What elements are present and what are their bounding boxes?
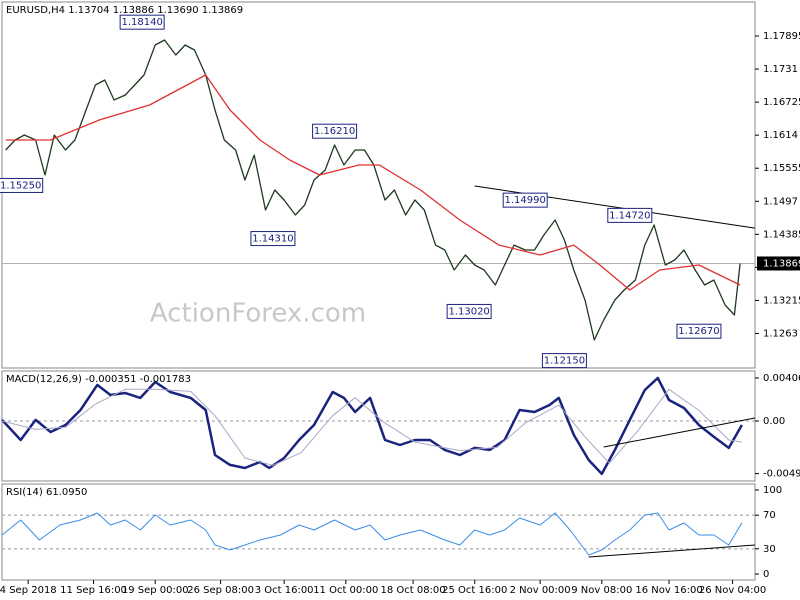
x-tick-label: 16 Nov 16:00 bbox=[635, 585, 702, 596]
y-tick-label: 0.00 bbox=[763, 416, 785, 427]
panel-title: EURUSD,H4 1.13704 1.13886 1.13690 1.1386… bbox=[6, 5, 243, 16]
annotation: 1.12150 bbox=[541, 353, 587, 369]
x-tick-label: 18 Oct 08:00 bbox=[380, 585, 445, 596]
y-tick-label: 1.14385 bbox=[763, 229, 800, 240]
x-tick-label: 4 Sep 2018 bbox=[0, 585, 57, 596]
trendline bbox=[588, 544, 756, 558]
last-price-label: 1.13869 bbox=[763, 258, 800, 269]
panel-frame bbox=[1, 370, 756, 482]
annotation: 1.14720 bbox=[607, 207, 653, 223]
annotation: 1.15250 bbox=[0, 177, 44, 193]
series-line bbox=[1, 388, 742, 466]
x-tick-label: 19 Sep 00:00 bbox=[122, 585, 189, 596]
annotation: 1.14310 bbox=[250, 231, 296, 247]
y-tick-label: 1.1614 bbox=[763, 130, 798, 141]
annotation-box bbox=[607, 207, 653, 223]
y-tick-label: 1.17895 bbox=[763, 31, 800, 42]
annotation-label: 1.13020 bbox=[448, 306, 489, 317]
annotation-box bbox=[541, 353, 587, 369]
annotation-label: 1.14720 bbox=[609, 210, 650, 221]
annotation: 1.13020 bbox=[446, 303, 492, 319]
last-price-box bbox=[757, 256, 800, 271]
series-line bbox=[1, 376, 743, 476]
annotation-box bbox=[446, 303, 492, 319]
series-line bbox=[5, 74, 741, 291]
y-tick-label: 0 bbox=[763, 569, 769, 580]
y-tick-label: 1.13215 bbox=[763, 295, 800, 306]
y-tick-label: 0.004069 bbox=[763, 373, 800, 384]
annotation-box bbox=[312, 123, 358, 139]
x-tick-label: 11 Oct 00:00 bbox=[313, 585, 378, 596]
annotation-box bbox=[502, 192, 548, 208]
y-tick-label: 30 bbox=[763, 544, 776, 555]
annotation-box bbox=[250, 231, 296, 247]
annotation-label: 1.12670 bbox=[678, 326, 719, 337]
annotation-box bbox=[676, 323, 722, 339]
y-tick-label: -0.004981 bbox=[763, 469, 800, 480]
x-tick-label: 26 Nov 04:00 bbox=[699, 585, 766, 596]
annotation-label: 1.12150 bbox=[544, 356, 585, 367]
y-tick-label: 70 bbox=[763, 510, 776, 521]
x-tick-label: 25 Oct 16:00 bbox=[442, 585, 507, 596]
x-tick-label: 2 Nov 00:00 bbox=[510, 585, 571, 596]
annotation: 1.14990 bbox=[502, 192, 548, 208]
y-tick-label: 1.15555 bbox=[763, 163, 800, 174]
series-line bbox=[1, 512, 743, 556]
y-tick-label: 1.1263 bbox=[763, 328, 798, 339]
y-tick-label: 1.16725 bbox=[763, 97, 800, 108]
x-tick-label: 9 Nov 08:00 bbox=[571, 585, 632, 596]
annotation-box bbox=[119, 14, 165, 30]
panel-title: RSI(14) 61.0950 bbox=[6, 487, 87, 498]
annotation: 1.16210 bbox=[312, 123, 358, 139]
trendline bbox=[603, 417, 756, 448]
annotation-label: 1.16210 bbox=[314, 126, 355, 137]
annotation-label: 1.15250 bbox=[0, 180, 41, 191]
annotation-label: 1.14990 bbox=[504, 195, 545, 206]
y-tick-label: 100 bbox=[763, 485, 782, 496]
annotation-label: 1.14310 bbox=[252, 234, 293, 245]
annotation: 1.12670 bbox=[676, 323, 722, 339]
annotation-box bbox=[0, 177, 44, 193]
x-tick-label: 11 Sep 16:00 bbox=[60, 585, 127, 596]
panel-frame bbox=[1, 483, 756, 581]
x-tick-label: 3 Oct 16:00 bbox=[255, 585, 314, 596]
panel-title: MACD(12,26,9) -0.000351 -0.001783 bbox=[6, 374, 191, 385]
y-tick-label: 1.1497 bbox=[763, 196, 798, 207]
annotation: 1.18140 bbox=[119, 14, 165, 30]
annotation-label: 1.18140 bbox=[121, 17, 162, 28]
x-tick-label: 26 Sep 08:00 bbox=[187, 585, 254, 596]
watermark: ActionForex.com bbox=[150, 299, 366, 329]
y-tick-label: 1.1731 bbox=[763, 64, 798, 75]
